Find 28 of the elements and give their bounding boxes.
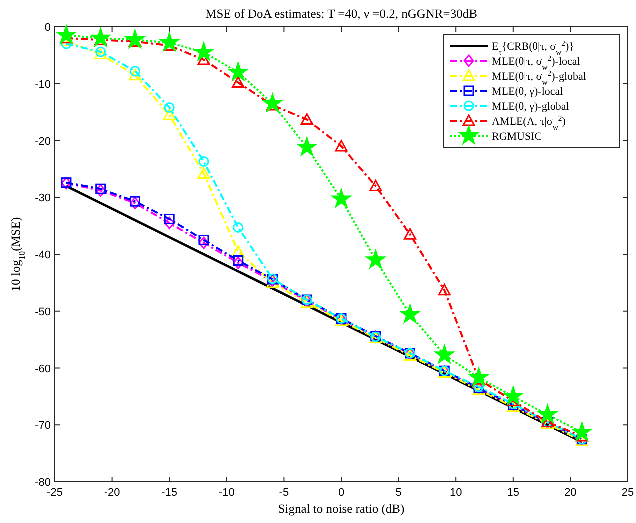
x-tick-label: -5 [279,487,290,499]
y-tick-label: -30 [35,192,51,205]
chart-title: MSE of DoA estimates: T =40, ν =0.2, nGGNR=30dB [206,7,478,21]
y-tick-label: -40 [35,250,51,262]
x-tick-label: 10 [450,487,462,499]
x-tick-label: -25 [47,487,63,499]
y-tick-label: -80 [35,477,51,489]
y-tick-label: -70 [35,420,51,432]
legend-label: AMLE(A, τ|σ$_{w}$$^{2}$) [492,114,566,132]
legend-label: MLE(θ, γ)-global [492,101,570,113]
x-tick-label: -15 [162,487,178,499]
x-axis-title: Signal to noise ratio (dB) [278,502,405,516]
x-tick-label: 20 [564,487,577,499]
x-tick-label: 5 [396,487,402,499]
y-tick-label: -10 [35,78,51,91]
y-tick-label: -60 [35,363,51,376]
legend-label: RGMUSIC [492,131,542,143]
x-tick-label: 15 [507,487,520,499]
legend-label: MLE(θ, γ)-local [492,86,564,98]
y-tick-label: 0 [44,22,51,34]
x-tick-label: -10 [218,487,235,499]
x-tick-label: 25 [622,487,634,499]
legend-label: MLE(θ|τ, σ$_{w}$$^{2}$)-global [492,68,586,86]
y-tick-label: -20 [35,136,51,148]
legend-label: E$_{τ}${CRB(θ|τ, σ$_{w}$$^{2}$)} [492,38,574,56]
y-tick-label: -50 [35,306,51,318]
x-tick-label: 0 [338,487,345,499]
x-tick-label: -20 [104,487,120,499]
